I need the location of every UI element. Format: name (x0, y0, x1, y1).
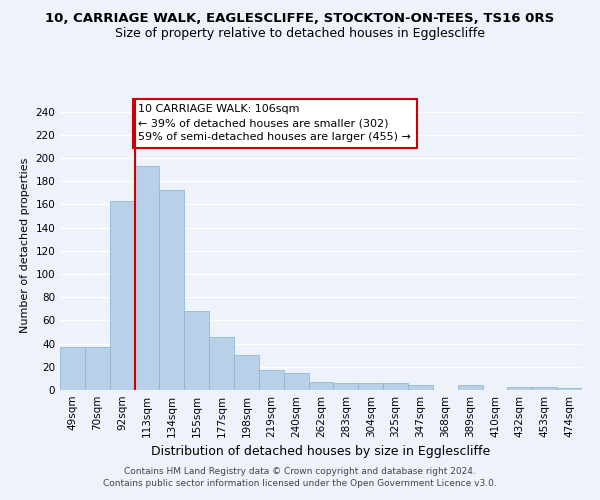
Bar (508, 386, 532, 390)
Bar (60, 347, 85, 390)
Bar (308, 382, 334, 390)
Y-axis label: Number of detached properties: Number of detached properties (20, 158, 30, 332)
Bar (209, 336, 234, 390)
Bar (134, 166, 160, 390)
Bar (358, 383, 383, 390)
X-axis label: Distribution of detached houses by size in Egglescliffe: Distribution of detached houses by size … (151, 446, 491, 458)
Bar (110, 201, 134, 390)
Bar (160, 190, 184, 390)
Bar (334, 383, 358, 390)
Bar (408, 386, 433, 390)
Bar (184, 311, 209, 390)
Bar (383, 383, 408, 390)
Bar (234, 355, 259, 390)
Bar (284, 372, 308, 390)
Bar (85, 347, 110, 390)
Bar (458, 386, 482, 390)
Text: Contains HM Land Registry data © Crown copyright and database right 2024.
Contai: Contains HM Land Registry data © Crown c… (103, 466, 497, 487)
Text: Size of property relative to detached houses in Egglescliffe: Size of property relative to detached ho… (115, 28, 485, 40)
Text: 10 CARRIAGE WALK: 106sqm
← 39% of detached houses are smaller (302)
59% of semi-: 10 CARRIAGE WALK: 106sqm ← 39% of detach… (139, 104, 411, 142)
Bar (532, 386, 557, 390)
Bar (259, 370, 284, 390)
Bar (557, 388, 582, 390)
Text: 10, CARRIAGE WALK, EAGLESCLIFFE, STOCKTON-ON-TEES, TS16 0RS: 10, CARRIAGE WALK, EAGLESCLIFFE, STOCKTO… (46, 12, 554, 26)
